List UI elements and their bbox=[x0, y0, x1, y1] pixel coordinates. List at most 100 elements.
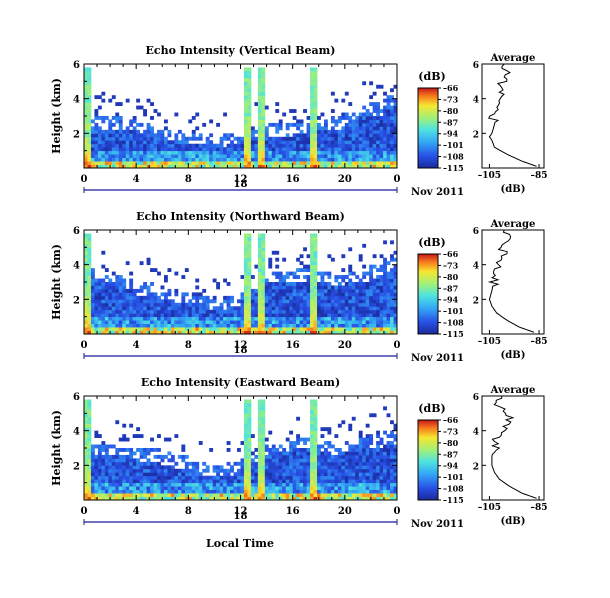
heatmap-cell bbox=[191, 150, 196, 155]
heatmap-cell bbox=[264, 278, 269, 283]
heatmap-cell bbox=[243, 74, 248, 79]
heatmap-cell bbox=[323, 140, 328, 145]
heatmap-cell bbox=[177, 479, 182, 484]
heatmap-cell bbox=[226, 479, 231, 484]
heatmap-cell bbox=[285, 461, 290, 466]
heatmap-cell bbox=[351, 472, 356, 477]
heatmap-cell bbox=[181, 295, 186, 300]
heatmap-cell bbox=[275, 143, 280, 148]
heatmap-cell bbox=[386, 486, 391, 490]
heatmap-cell bbox=[327, 486, 332, 490]
heatmap-cell bbox=[257, 119, 262, 124]
heatmap-cell bbox=[87, 257, 92, 262]
heatmap-cell bbox=[205, 157, 210, 162]
heatmap-cell bbox=[254, 129, 259, 134]
heatmap-cell bbox=[379, 323, 384, 328]
heatmap-cell bbox=[348, 475, 353, 480]
x-tick-label: 0 bbox=[81, 340, 88, 351]
heatmap-cell bbox=[390, 161, 394, 165]
heatmap-cell bbox=[118, 136, 123, 141]
heatmap-cell bbox=[202, 288, 207, 293]
heatmap-cell bbox=[355, 119, 360, 124]
heatmap-cell bbox=[205, 164, 210, 169]
heatmap-cell bbox=[195, 493, 200, 497]
heatmap-cell bbox=[146, 482, 151, 487]
heatmap-cell bbox=[369, 126, 374, 131]
heatmap-cell bbox=[383, 143, 387, 148]
heatmap-cell bbox=[261, 295, 266, 300]
heatmap-cell bbox=[362, 285, 367, 290]
heatmap-cell bbox=[250, 288, 255, 293]
heatmap-cell bbox=[369, 309, 374, 314]
heatmap-cell bbox=[163, 126, 168, 131]
heatmap-cell bbox=[299, 448, 304, 452]
heatmap-cell bbox=[247, 461, 252, 466]
heatmap-cell bbox=[355, 444, 360, 449]
heatmap-cell bbox=[271, 282, 276, 286]
heatmap-cell bbox=[111, 309, 116, 314]
heatmap-cell bbox=[334, 143, 339, 148]
heatmap-cell bbox=[292, 147, 297, 152]
heatmap-cell bbox=[209, 164, 214, 169]
heatmap-cell bbox=[313, 454, 318, 459]
heatmap-cell bbox=[101, 327, 106, 331]
heatmap-cell bbox=[84, 465, 88, 470]
heatmap-cell bbox=[247, 136, 252, 141]
heatmap-cell bbox=[247, 236, 252, 241]
heatmap-cell bbox=[108, 161, 113, 165]
heatmap-cell bbox=[115, 468, 120, 473]
heatmap-cell bbox=[355, 122, 360, 127]
heatmap-cell bbox=[167, 143, 172, 148]
heatmap-cell bbox=[184, 309, 189, 314]
heatmap-cell bbox=[94, 299, 99, 304]
heatmap-cell bbox=[278, 147, 283, 152]
heatmap-cell bbox=[84, 126, 88, 131]
heatmap-cell bbox=[310, 264, 314, 269]
heatmap-cell bbox=[292, 109, 297, 113]
heatmap-cell bbox=[108, 154, 113, 158]
heatmap-cell bbox=[296, 441, 301, 445]
heatmap-cell bbox=[205, 140, 210, 145]
heatmap-cell bbox=[317, 323, 321, 328]
heatmap-cell bbox=[87, 67, 92, 72]
heatmap-cell bbox=[369, 133, 374, 138]
heatmap-cell bbox=[275, 496, 280, 501]
heatmap-cell bbox=[327, 309, 332, 314]
heatmap-cell bbox=[115, 129, 120, 134]
heatmap-cell bbox=[118, 295, 123, 300]
heatmap-cell bbox=[313, 327, 318, 331]
heatmap-cell bbox=[376, 154, 381, 158]
heatmap-cell bbox=[150, 448, 154, 452]
heatmap-cell bbox=[143, 282, 147, 286]
heatmap-cell bbox=[87, 496, 92, 501]
heatmap-cell bbox=[303, 493, 307, 497]
heatmap-cell bbox=[261, 458, 266, 463]
heatmap-cell bbox=[170, 496, 175, 501]
heatmap-cell bbox=[181, 472, 186, 477]
heatmap-cell bbox=[118, 313, 123, 318]
heatmap-cell bbox=[271, 486, 276, 490]
heatmap-cell bbox=[285, 496, 290, 501]
heatmap-cell bbox=[243, 458, 248, 463]
heatmap-cell bbox=[344, 299, 349, 304]
heatmap-cell bbox=[150, 295, 154, 300]
heatmap-cell bbox=[306, 164, 311, 169]
heatmap-cell bbox=[254, 140, 259, 145]
heatmap-cell bbox=[369, 316, 374, 321]
heatmap-cell bbox=[118, 472, 123, 477]
heatmap-cell bbox=[198, 330, 203, 335]
heatmap-cell bbox=[320, 147, 325, 152]
heatmap-cell bbox=[115, 479, 120, 484]
heatmap-cell bbox=[386, 150, 391, 155]
heatmap-cell bbox=[330, 288, 335, 293]
heatmap-cell bbox=[97, 147, 102, 152]
heatmap-cell bbox=[122, 288, 127, 293]
heatmap-cell bbox=[84, 323, 88, 328]
heatmap-cell bbox=[230, 330, 234, 335]
heatmap-cell bbox=[351, 479, 356, 484]
heatmap-cell bbox=[90, 271, 95, 276]
average-y-tick-label: 4 bbox=[473, 262, 479, 272]
heatmap-cell bbox=[87, 233, 92, 238]
heatmap-cell bbox=[87, 402, 92, 407]
heatmap-cell bbox=[87, 91, 92, 96]
